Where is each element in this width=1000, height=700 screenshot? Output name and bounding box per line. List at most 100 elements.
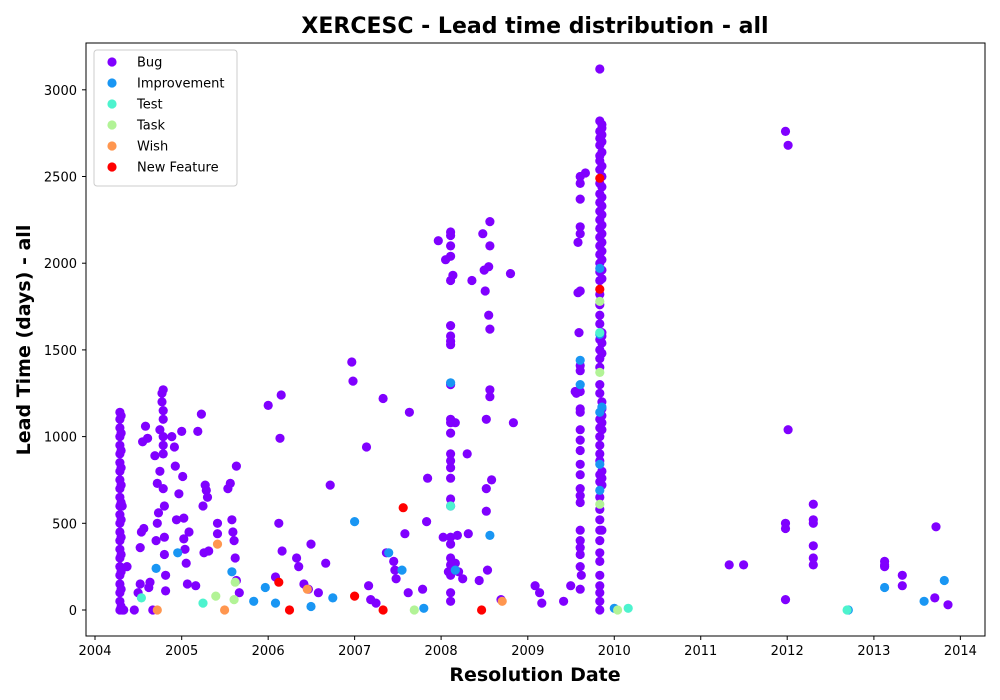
- data-point: [179, 534, 189, 544]
- data-point: [842, 605, 852, 615]
- data-point: [595, 515, 605, 525]
- data-point: [173, 548, 183, 558]
- data-point: [122, 562, 132, 572]
- data-point: [482, 565, 493, 575]
- data-point: [480, 286, 490, 296]
- data-point: [595, 570, 605, 580]
- data-point: [575, 222, 585, 232]
- data-point: [446, 501, 456, 511]
- axes-layer: 2004 2005 2006 2007 2008 2009 2010 2011 2012 2013…: [44, 42, 986, 659]
- data-point: [508, 418, 518, 428]
- data-point: [198, 501, 208, 511]
- legend-marker: [107, 78, 117, 88]
- data-point: [575, 407, 585, 417]
- data-point: [485, 530, 495, 541]
- data-point: [597, 255, 607, 265]
- y-tick-label: 500: [52, 517, 77, 532]
- data-point: [116, 532, 126, 542]
- data-point: [151, 563, 161, 574]
- data-point: [397, 565, 407, 575]
- data-point: [116, 445, 126, 456]
- data-point: [167, 432, 177, 442]
- data-point: [179, 513, 189, 523]
- data-point: [446, 321, 456, 331]
- data-point: [597, 466, 607, 476]
- data-point: [497, 596, 507, 606]
- data-point: [780, 523, 791, 534]
- data-point: [158, 449, 168, 459]
- x-tick-label: 2013: [857, 644, 890, 659]
- data-point: [398, 503, 408, 513]
- x-tick-label: 2004: [78, 644, 111, 659]
- y-tick-label: 0: [69, 604, 77, 619]
- data-point: [446, 449, 456, 459]
- data-point: [328, 593, 338, 603]
- data-point: [116, 411, 126, 421]
- data-point: [575, 386, 585, 397]
- y-tick-label: 1500: [44, 344, 77, 359]
- data-point: [575, 445, 585, 456]
- data-point: [597, 137, 607, 147]
- data-point: [446, 340, 456, 350]
- data-point: [348, 376, 358, 386]
- data-point: [597, 338, 607, 348]
- data-point: [364, 581, 374, 591]
- data-point: [389, 556, 399, 567]
- x-tick-label: 2006: [252, 644, 285, 659]
- data-point: [595, 581, 605, 591]
- data-point: [576, 570, 586, 580]
- data-point: [140, 421, 151, 431]
- data-point: [116, 584, 126, 594]
- data-point: [275, 433, 285, 443]
- data-point: [595, 548, 605, 558]
- legend-marker: [107, 99, 117, 109]
- data-point: [595, 64, 605, 74]
- data-point: [597, 237, 607, 247]
- data-point: [446, 230, 456, 241]
- data-point: [135, 543, 145, 553]
- data-point: [783, 140, 793, 150]
- data-point: [350, 517, 360, 527]
- x-tick-label: 2010: [598, 644, 631, 659]
- data-point: [302, 584, 312, 594]
- data-point: [158, 414, 168, 424]
- data-point: [193, 426, 203, 436]
- data-point: [229, 536, 239, 546]
- data-point: [595, 380, 605, 390]
- data-point: [378, 393, 388, 404]
- data-point: [409, 605, 419, 615]
- data-point: [597, 192, 607, 202]
- data-point: [808, 553, 818, 563]
- data-point: [597, 210, 607, 220]
- data-point: [575, 366, 585, 376]
- data-point: [485, 392, 495, 402]
- data-point: [274, 518, 284, 528]
- data-point: [939, 575, 949, 586]
- data-point: [294, 562, 304, 572]
- data-point: [151, 536, 161, 546]
- data-point: [284, 605, 295, 615]
- data-point: [196, 409, 206, 419]
- data-point: [313, 588, 323, 598]
- data-point: [230, 553, 240, 563]
- data-point: [403, 588, 413, 598]
- data-point: [467, 275, 477, 286]
- data-point: [446, 241, 456, 251]
- data-point: [575, 484, 585, 494]
- data-point: [597, 348, 607, 358]
- data-point: [880, 582, 890, 593]
- data-point: [458, 574, 468, 584]
- data-point: [450, 558, 460, 568]
- data-point: [595, 328, 605, 338]
- data-point: [433, 236, 443, 246]
- data-point: [597, 161, 607, 171]
- data-point: [234, 588, 244, 598]
- data-point: [390, 565, 400, 575]
- data-point: [422, 517, 432, 527]
- data-point: [597, 201, 607, 211]
- data-point: [481, 484, 491, 494]
- data-point: [391, 574, 401, 584]
- data-point: [597, 473, 607, 483]
- data-point: [159, 532, 169, 542]
- data-point: [448, 270, 458, 280]
